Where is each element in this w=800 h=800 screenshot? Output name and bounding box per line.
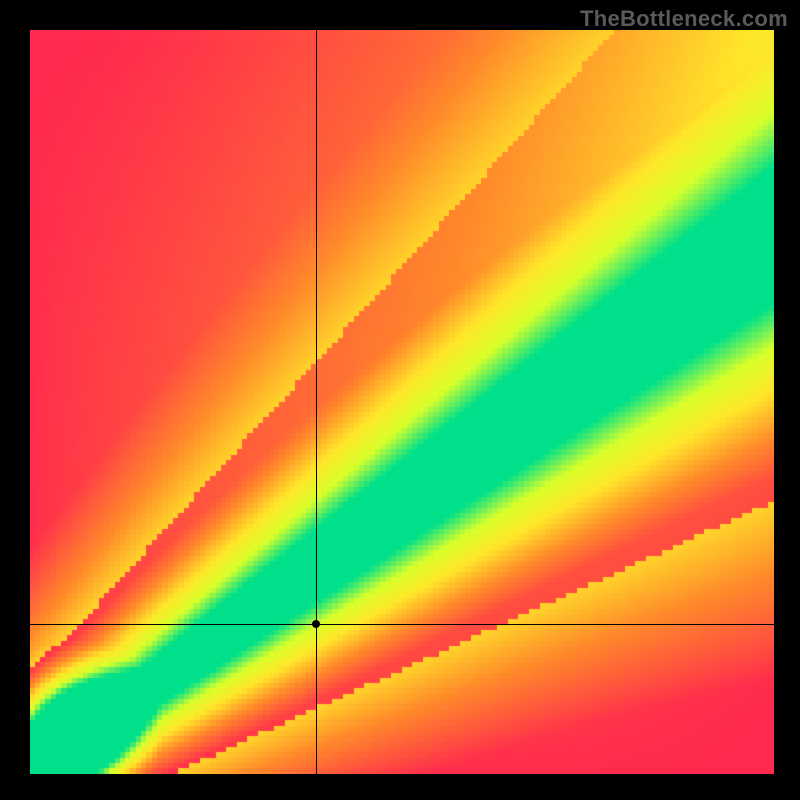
crosshair-vertical (316, 30, 317, 774)
heatmap-canvas (30, 30, 774, 774)
plot-area (30, 30, 774, 774)
marker-dot (312, 620, 320, 628)
watermark-text: TheBottleneck.com (580, 6, 788, 32)
crosshair-horizontal (30, 624, 774, 625)
bottleneck-chart: TheBottleneck.com (0, 0, 800, 800)
